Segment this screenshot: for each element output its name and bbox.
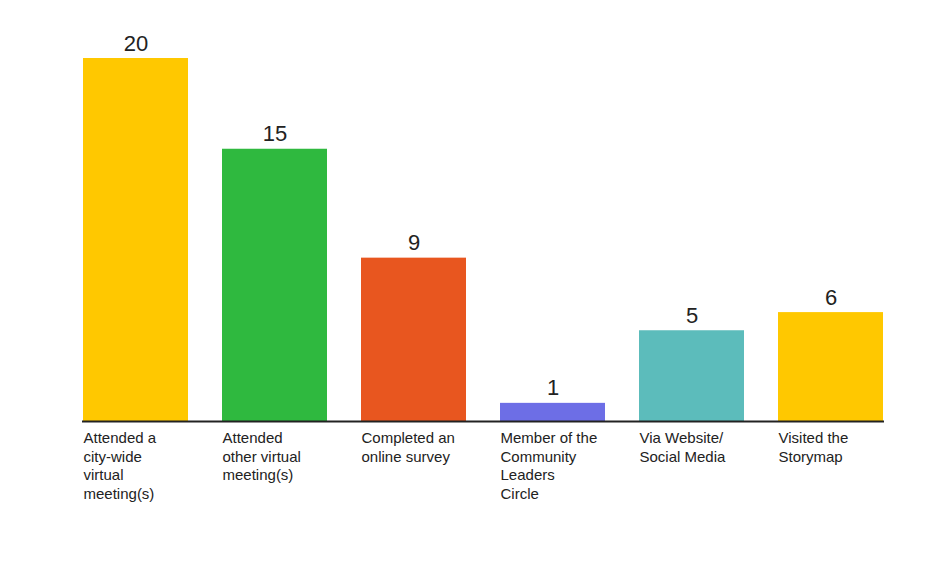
svg-text:Member of theCommunityLeadersC: Member of theCommunityLeadersCircle (501, 429, 598, 502)
svg-text:1: 1 (547, 375, 559, 400)
svg-text:5: 5 (686, 303, 698, 328)
svg-text:20: 20 (124, 31, 148, 56)
svg-text:9: 9 (408, 230, 420, 255)
svg-text:Attended acity-widevirtualmeet: Attended acity-widevirtualmeeting(s) (84, 429, 157, 502)
svg-text:Visited theStorymap: Visited theStorymap (779, 429, 849, 465)
svg-text:Completed anonline survey: Completed anonline survey (362, 429, 455, 465)
svg-text:Via Website/Social Media: Via Website/Social Media (640, 429, 727, 465)
svg-text:15: 15 (263, 121, 287, 146)
svg-text:Attendedother virtualmeeting(s: Attendedother virtualmeeting(s) (223, 429, 301, 484)
svg-text:6: 6 (825, 285, 837, 310)
